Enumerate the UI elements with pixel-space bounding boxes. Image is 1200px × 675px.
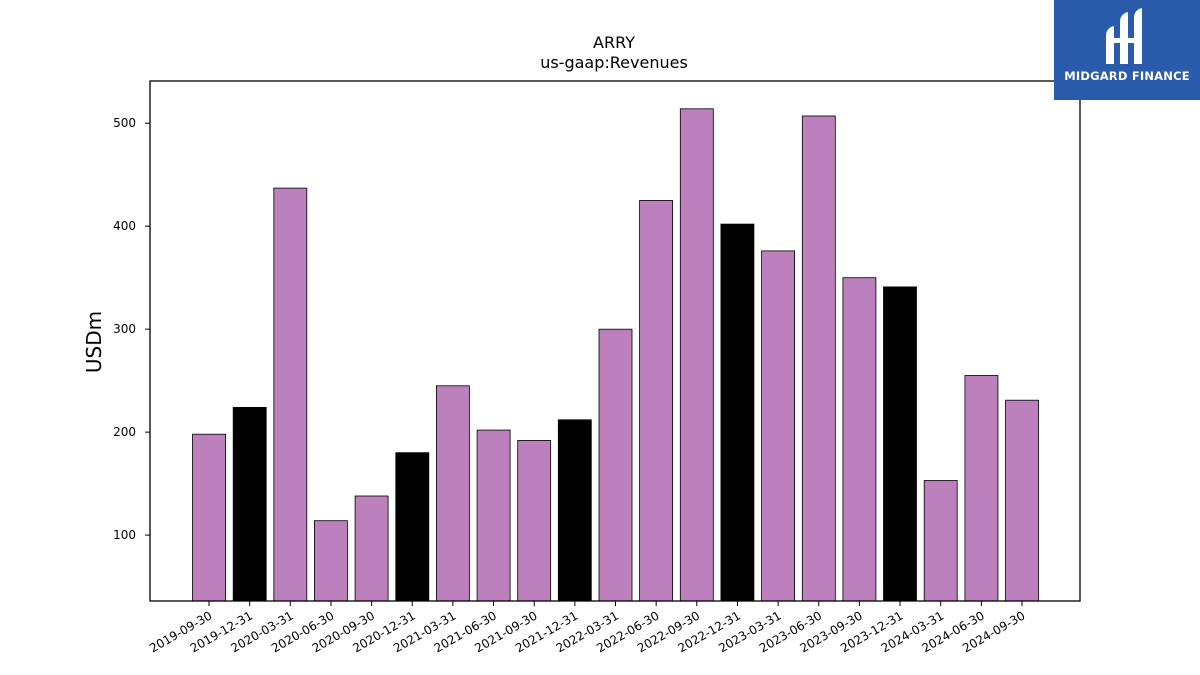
brand-logo: MIDGARD FINANCE [1054, 0, 1200, 100]
y-tick-label: 100 [113, 528, 136, 542]
bar-2020-09-30 [354, 495, 389, 602]
bar-2022-03-31 [598, 328, 633, 602]
bar-2022-09-30 [679, 108, 714, 602]
bar-2024-06-30 [964, 375, 999, 602]
bar-2020-03-31 [273, 187, 308, 602]
bar-2024-09-30 [1005, 399, 1039, 602]
y-tick-label: 400 [113, 219, 136, 233]
bar-2023-09-30 [842, 277, 877, 602]
bar-2023-06-30 [801, 115, 836, 602]
midgard-logo-icon [1106, 8, 1142, 64]
bar-2022-12-31 [720, 223, 755, 602]
y-tick-label: 300 [113, 322, 136, 336]
plot-frame [149, 80, 1081, 602]
y-axis-label: USDm [82, 311, 106, 373]
bar-2021-06-30 [476, 429, 511, 602]
bar-2021-09-30 [517, 439, 552, 602]
logo-text: MIDGARD FINANCE [1064, 69, 1190, 83]
bar-2019-12-31 [232, 406, 267, 602]
y-axis: 100 200 300 400 500 [113, 116, 150, 542]
chart-title: ARRY [593, 33, 635, 52]
x-axis: 2019-09-302019-12-312020-03-312020-06-30… [147, 601, 1028, 655]
bar-2023-12-31 [883, 286, 917, 602]
chart-subtitle: us-gaap:Revenues [540, 53, 688, 72]
bar-2021-12-31 [557, 419, 592, 602]
bar-2020-06-30 [313, 520, 348, 602]
bar-2020-12-31 [395, 452, 430, 602]
y-tick-label: 500 [113, 116, 136, 130]
bars-group [192, 108, 1039, 602]
bar-2022-06-30 [639, 199, 673, 602]
y-tick-label: 200 [113, 425, 136, 439]
bar-2021-03-31 [435, 385, 470, 602]
bar-2023-03-31 [761, 250, 795, 602]
bar-2024-03-31 [923, 480, 958, 602]
bar-2019-09-30 [192, 433, 226, 602]
